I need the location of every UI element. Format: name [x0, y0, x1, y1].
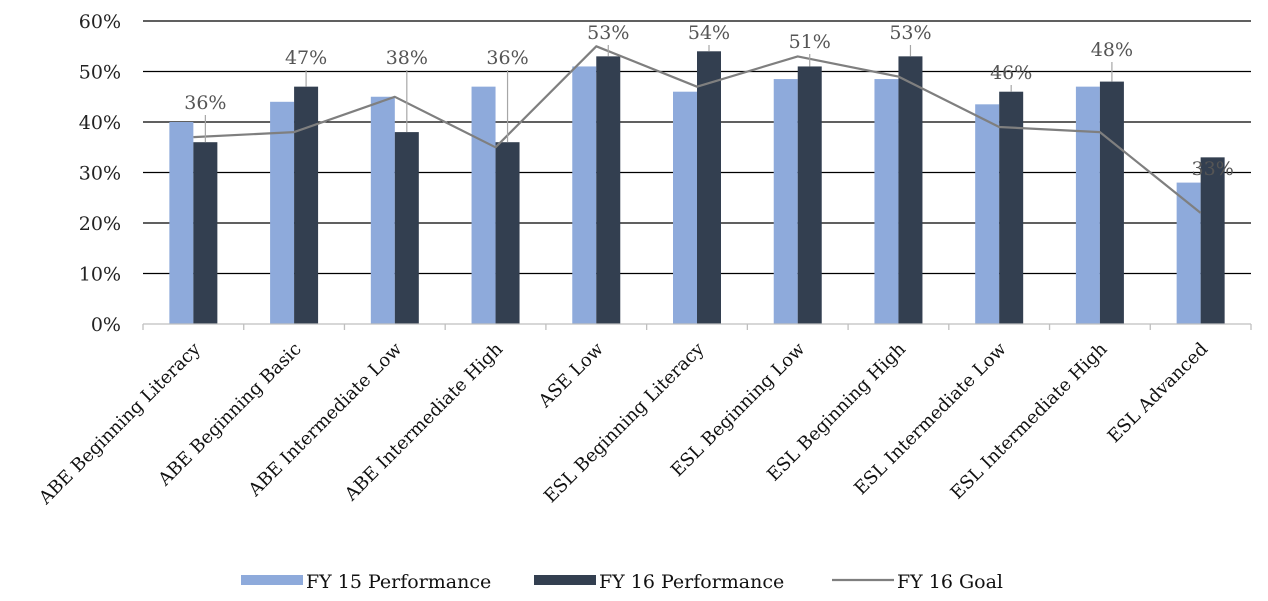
y-axis-tick-labels: 0% 10% 20% 30% 40% 50% 60% — [79, 11, 121, 336]
y-tick-label: 30% — [79, 163, 121, 185]
bar-fy16 — [797, 66, 822, 324]
bar-fy16 — [1200, 157, 1225, 324]
bar-fy15 — [673, 91, 697, 324]
bar-fy16 — [596, 56, 621, 324]
y-tick-label: 0% — [91, 314, 121, 336]
goal-line — [193, 45, 1202, 214]
data-labels: 36% 47% 38% 36% 53% 54% 51% 53% 46% 48% 33% — [184, 22, 1234, 180]
bar-fy15 — [975, 104, 1000, 324]
legend: FY 15 Performance FY 16 Performance FY 16 … — [241, 571, 1003, 593]
x-category-label: ABE Beginning Literacy — [34, 338, 205, 509]
bars — [169, 51, 1225, 325]
x-axis — [142, 323, 1252, 330]
x-category-label: ESL Beginning Literacy — [540, 338, 709, 507]
bar-fy15 — [1176, 182, 1201, 324]
x-category-label: ABE Intermediate High — [340, 338, 507, 505]
y-tick-label: 10% — [79, 264, 121, 286]
legend-label: FY 16 Goal — [897, 571, 1003, 593]
legend-swatch — [241, 575, 303, 585]
legend-label: FY 16 Performance — [599, 571, 784, 593]
y-tick-label: 40% — [79, 112, 121, 134]
bar-fy15 — [370, 96, 395, 324]
bar-fy16 — [1099, 81, 1124, 324]
data-label: 53% — [587, 22, 629, 44]
legend-swatch — [534, 575, 596, 585]
y-tick-label: 60% — [79, 11, 121, 33]
x-category-label: ESL Advanced — [1104, 339, 1212, 447]
bar-fy15 — [270, 101, 295, 324]
data-label: 53% — [889, 22, 931, 44]
bar-fy16 — [898, 56, 923, 324]
y-tick-label: 50% — [79, 62, 121, 84]
bar-fy15 — [572, 66, 597, 324]
bar-fy15 — [169, 122, 194, 324]
bar-fy15 — [874, 79, 899, 324]
y-tick-label: 20% — [79, 213, 121, 235]
data-label: 51% — [789, 31, 831, 53]
legend-label: FY 15 Performance — [306, 571, 491, 593]
bar-fy15 — [471, 86, 496, 325]
goal-line-path — [193, 45, 1202, 214]
data-label: 54% — [688, 22, 730, 44]
bar-fy16 — [999, 91, 1024, 324]
bar-fy16 — [697, 51, 721, 325]
data-label: 47% — [285, 47, 327, 69]
bar-fy15 — [1075, 86, 1100, 325]
data-label: 38% — [386, 47, 428, 69]
data-label-leaders — [204, 45, 1113, 143]
data-label: 36% — [184, 92, 226, 114]
bar-fy15 — [773, 79, 798, 324]
bar-fy16 — [193, 142, 218, 324]
data-label: 48% — [1091, 39, 1133, 61]
bar-fy16 — [394, 132, 419, 324]
bar-fy16 — [495, 142, 520, 324]
data-label: 36% — [486, 47, 528, 69]
data-label: 33% — [1192, 158, 1234, 180]
x-category-label: ASE Low — [534, 338, 608, 412]
bar-fy16 — [294, 86, 319, 325]
data-label: 46% — [990, 62, 1032, 84]
